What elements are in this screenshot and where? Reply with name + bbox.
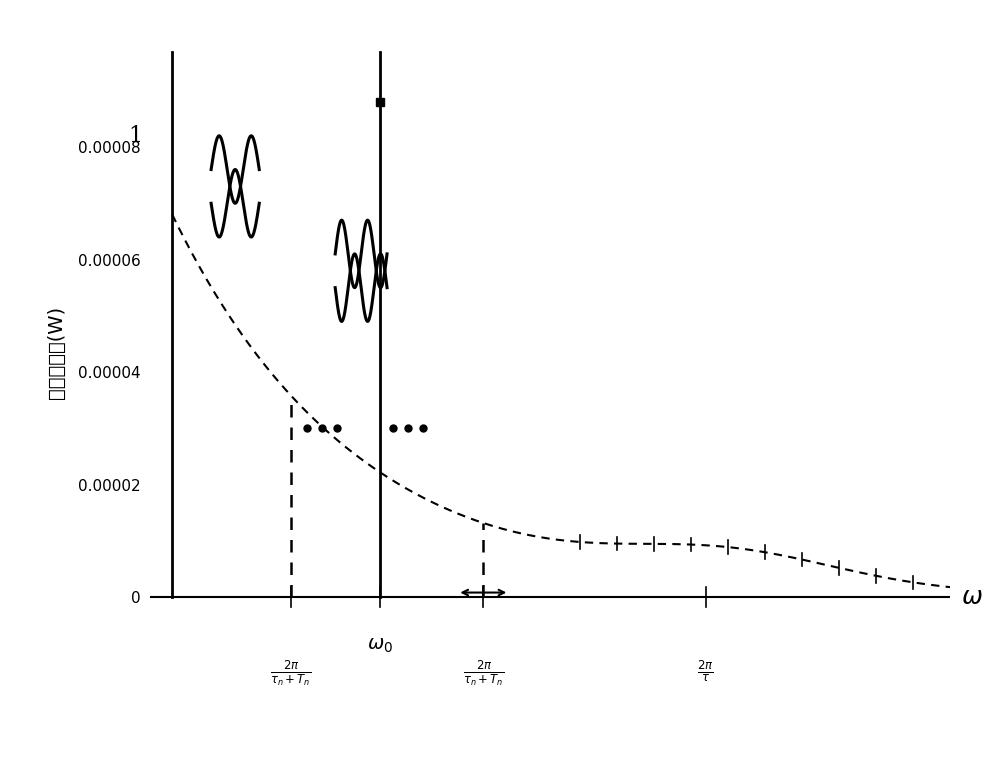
Text: $\omega_0$: $\omega_0$ <box>367 637 393 655</box>
Text: $\frac{2\pi}{\tau_n+T_n}$: $\frac{2\pi}{\tau_n+T_n}$ <box>270 659 311 688</box>
Text: $\frac{2\pi}{\tau_n+T_n}$: $\frac{2\pi}{\tau_n+T_n}$ <box>463 659 504 688</box>
Text: $\omega$: $\omega$ <box>961 586 983 608</box>
Text: $\frac{2\pi}{\tau}$: $\frac{2\pi}{\tau}$ <box>697 659 714 684</box>
Text: 1: 1 <box>128 124 143 146</box>
Y-axis label: 归一化功率(W): 归一化功率(W) <box>47 306 66 399</box>
